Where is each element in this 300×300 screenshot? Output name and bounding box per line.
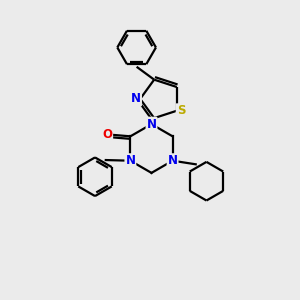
Text: O: O bbox=[102, 128, 112, 141]
Text: N: N bbox=[131, 92, 141, 105]
Text: N: N bbox=[168, 154, 178, 167]
Text: N: N bbox=[125, 154, 135, 167]
Text: S: S bbox=[177, 104, 185, 117]
Text: N: N bbox=[146, 118, 157, 130]
